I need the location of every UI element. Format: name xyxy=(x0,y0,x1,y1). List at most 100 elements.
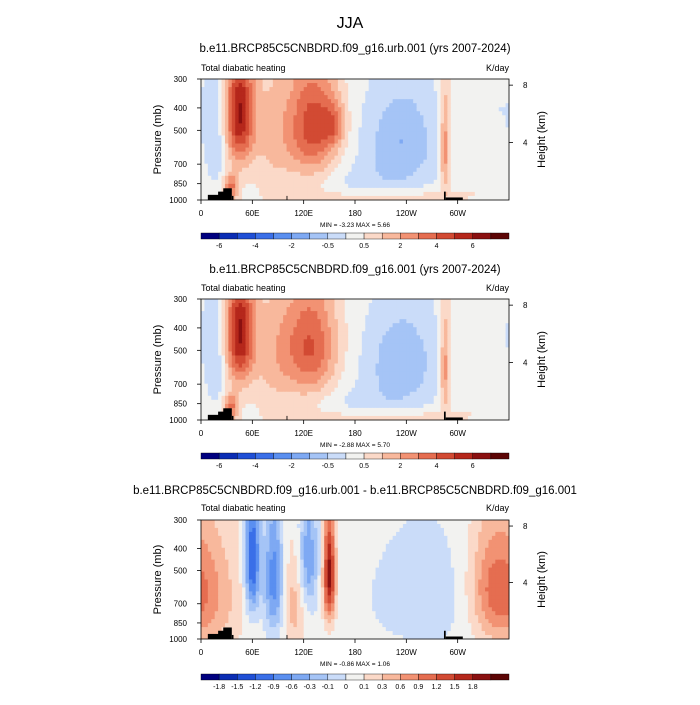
heatmap-cell xyxy=(458,115,462,119)
heatmap-cell xyxy=(465,91,469,95)
topography-mask xyxy=(223,188,232,200)
heatmap-cell xyxy=(225,99,229,103)
heatmap-cell xyxy=(348,184,352,188)
heatmap-cell xyxy=(365,135,369,139)
heatmap-cell xyxy=(304,311,308,315)
heatmap-cell xyxy=(423,364,427,368)
heatmap-cell xyxy=(321,319,325,323)
heatmap-cell xyxy=(441,347,445,351)
heatmap-cell xyxy=(222,376,226,380)
heatmap-cell xyxy=(201,347,205,351)
heatmap-cell xyxy=(485,156,489,160)
heatmap-cell xyxy=(263,79,267,83)
heatmap-cell xyxy=(495,311,499,315)
heatmap-cell xyxy=(266,303,270,307)
heatmap-cell xyxy=(502,347,506,351)
heatmap-cell xyxy=(297,347,301,351)
heatmap-cell xyxy=(376,83,380,87)
heatmap-cell xyxy=(396,79,400,83)
heatmap-cell xyxy=(222,79,226,83)
colorbar-segment xyxy=(310,233,328,239)
heatmap-cell xyxy=(222,91,226,95)
heatmap-cell xyxy=(468,355,472,359)
colorbar-label: -4 xyxy=(252,243,258,250)
heatmap-cell xyxy=(468,384,472,388)
heatmap-cell xyxy=(222,347,226,351)
heatmap-cell xyxy=(228,156,232,160)
heatmap-cell xyxy=(355,331,359,335)
heatmap-cell xyxy=(263,95,267,99)
heatmap-cell xyxy=(290,339,294,343)
heatmap-cell xyxy=(352,111,356,115)
heatmap-cell xyxy=(427,180,431,184)
heatmap-cell xyxy=(232,372,236,376)
heatmap-cell xyxy=(355,192,359,196)
heatmap-cell xyxy=(451,299,455,303)
heatmap-cell xyxy=(399,323,403,327)
heatmap-cell xyxy=(245,343,249,347)
heatmap-cell xyxy=(399,99,403,103)
heatmap-cell xyxy=(471,380,475,384)
heatmap-cell xyxy=(287,156,291,160)
heatmap-cell xyxy=(352,180,356,184)
heatmap-cell xyxy=(211,343,215,347)
heatmap-cell xyxy=(287,355,291,359)
heatmap-cell xyxy=(427,360,431,364)
heatmap-cell xyxy=(273,111,277,115)
heatmap-cell xyxy=(434,380,438,384)
heatmap-cell xyxy=(382,172,386,176)
heatmap-cell xyxy=(488,152,492,156)
heatmap-cell xyxy=(317,347,321,351)
heatmap-cell xyxy=(499,127,503,131)
heatmap-cell xyxy=(222,168,226,172)
heatmap-cell xyxy=(242,91,246,95)
heatmap-cell xyxy=(280,396,284,400)
heatmap-cell xyxy=(471,99,475,103)
heatmap-cell xyxy=(372,168,376,172)
heatmap-cell xyxy=(369,327,373,331)
heatmap-cell xyxy=(311,192,315,196)
heatmap-cell xyxy=(376,368,380,372)
heatmap-cell xyxy=(376,99,380,103)
heatmap-cell xyxy=(314,364,318,368)
heatmap-cell xyxy=(485,347,489,351)
heatmap-cell xyxy=(201,315,205,319)
heatmap-cell xyxy=(249,119,253,123)
heatmap-cell xyxy=(204,115,208,119)
heatmap-cell xyxy=(475,180,479,184)
heatmap-cell xyxy=(245,380,249,384)
heatmap-cell xyxy=(434,339,438,343)
heatmap-cell xyxy=(252,148,256,152)
heatmap-cell xyxy=(468,343,472,347)
heatmap-cell xyxy=(396,135,400,139)
heatmap-cell xyxy=(471,164,475,168)
heatmap-cell xyxy=(417,140,421,144)
heatmap-cell xyxy=(256,168,260,172)
heatmap-cell xyxy=(502,188,506,192)
heatmap-cell xyxy=(365,311,369,315)
heatmap-cell xyxy=(410,319,414,323)
heatmap-cell xyxy=(355,372,359,376)
heatmap-cell xyxy=(471,372,475,376)
heatmap-cell xyxy=(458,123,462,127)
heatmap-cell xyxy=(201,372,205,376)
heatmap-cell xyxy=(485,372,489,376)
heatmap-cell xyxy=(406,311,410,315)
heatmap-cell xyxy=(365,95,369,99)
heatmap-cell xyxy=(300,83,304,87)
heatmap-cell xyxy=(386,111,390,115)
heatmap-cell xyxy=(406,91,410,95)
heatmap-cell xyxy=(259,87,263,91)
heatmap-cell xyxy=(215,148,219,152)
heatmap-cell xyxy=(222,148,226,152)
heatmap-cell xyxy=(269,184,273,188)
heatmap-cell xyxy=(437,319,441,323)
heatmap-cell xyxy=(495,323,499,327)
heatmap-cell xyxy=(444,339,448,343)
heatmap-cell xyxy=(273,327,277,331)
heatmap-cell xyxy=(458,168,462,172)
heatmap-cell xyxy=(382,388,386,392)
heatmap-cell xyxy=(403,355,407,359)
heatmap-cell xyxy=(225,131,229,135)
heatmap-cell xyxy=(393,188,397,192)
